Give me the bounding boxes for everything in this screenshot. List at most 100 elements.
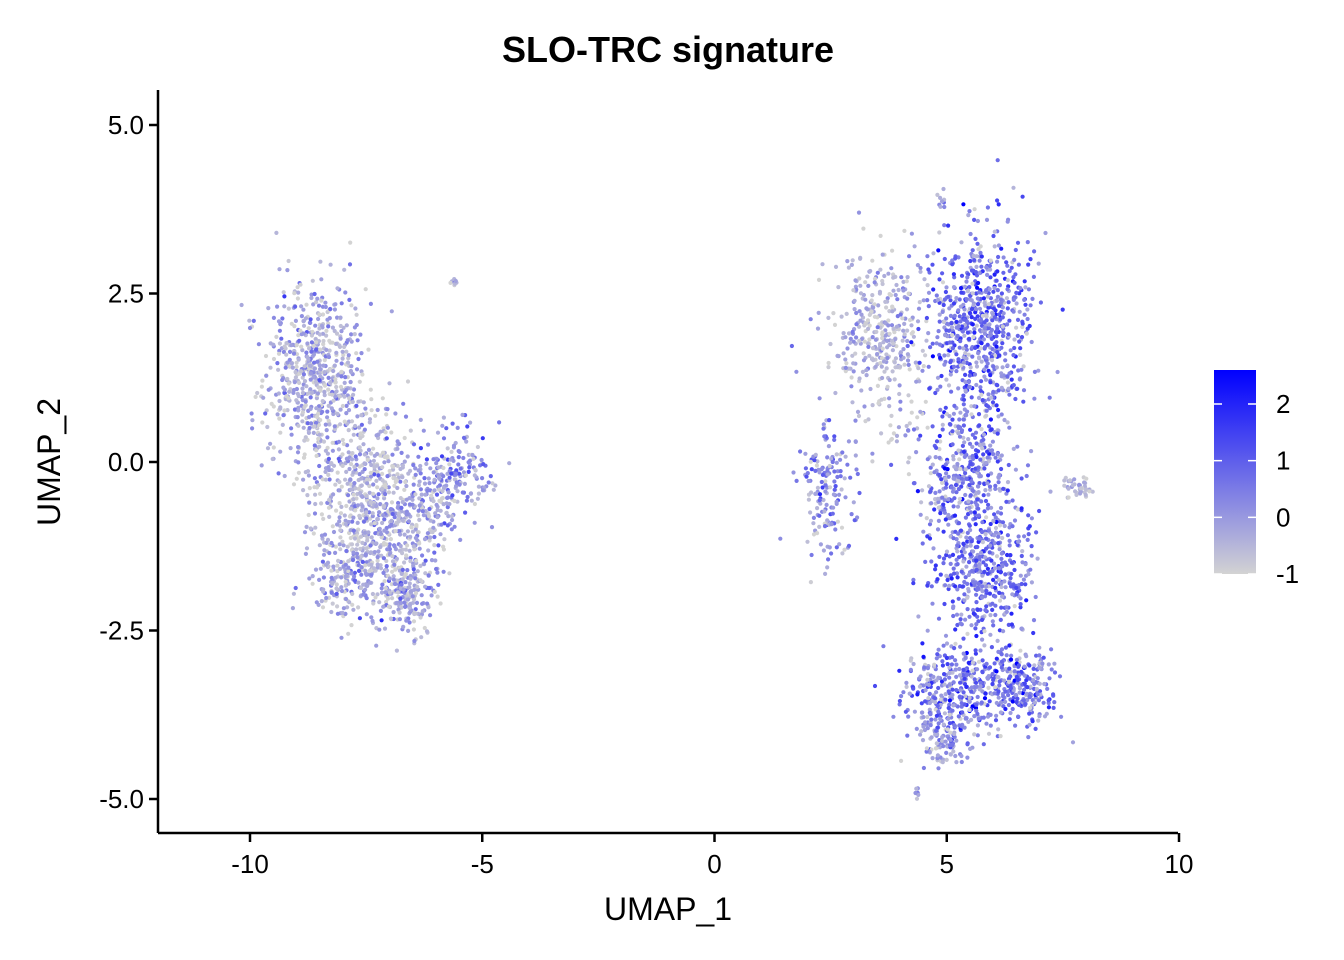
cell-point [340,463,345,468]
cell-point [974,364,980,369]
cell-point [239,302,244,308]
cell-point [300,375,305,380]
cell-point [947,675,952,680]
cell-point [301,319,306,324]
cell-point [808,317,813,322]
cell-point [970,354,975,359]
cell-point [312,443,317,448]
cell-point [1036,261,1041,266]
cell-point [943,692,948,697]
cell-point [941,186,946,192]
cell-point [963,694,968,699]
y-axis-label: UMAP_2 [31,398,67,526]
cell-point [999,581,1004,586]
cell-point [1003,358,1008,363]
cell-point [321,552,327,557]
cell-point [950,708,955,713]
cell-point [842,476,847,481]
cell-point [924,746,930,751]
cell-point [339,374,344,379]
cell-point [952,313,957,318]
cell-point [905,733,910,738]
cell-point [289,361,294,366]
cell-point [352,332,357,337]
cell-point [977,536,982,541]
cell-point [983,691,988,696]
cell-point [996,541,1001,546]
cell-point [952,275,957,280]
cell-point [410,529,415,534]
cell-point [302,438,307,443]
cell-point [989,645,995,650]
cell-point [359,351,364,356]
cell-point [435,570,440,575]
cell-point [286,306,291,311]
cell-point [843,357,848,362]
cell-point [1001,255,1006,260]
cell-point [843,369,848,374]
cell-point [886,271,891,276]
cell-point [301,323,307,328]
cell-point [914,726,919,732]
cell-point [324,428,329,433]
cell-point [342,394,347,399]
cell-point [339,504,344,509]
cell-point [326,375,331,380]
cell-point [888,293,894,298]
cell-point [475,444,480,450]
cell-point [1009,560,1014,565]
cell-point [950,429,955,434]
cell-point [313,337,318,342]
cell-point [1033,594,1038,600]
cell-point [1006,300,1011,305]
cell-point [417,503,422,508]
cell-point [963,515,969,520]
cell-point [931,674,936,680]
cell-point [932,696,938,701]
cell-point [821,497,826,503]
cell-point [979,700,984,705]
cell-point [956,308,961,313]
cell-point [439,522,444,527]
cell-point [404,618,409,623]
cell-point [943,333,948,338]
cell-point [979,499,984,504]
cell-point [442,537,447,542]
cell-point [957,666,962,672]
cell-point [959,290,964,295]
cell-point [435,594,440,599]
cell-point [916,366,921,371]
cell-point [973,648,978,653]
cell-point [330,325,335,330]
cell-point [344,323,349,328]
cell-point [403,604,408,610]
cell-point [893,337,898,342]
cell-point [826,444,832,449]
cell-point [346,353,351,358]
cell-point [991,452,996,457]
cell-point [1005,219,1010,224]
cell-point [946,353,951,358]
cell-point [925,283,930,288]
cell-point [365,477,370,482]
cell-point [942,498,947,503]
cell-point [853,351,858,356]
cell-point [891,275,896,280]
cell-point [386,490,392,495]
cell-point [292,407,298,412]
x-tick-label: -10 [231,849,269,879]
cell-point [831,505,836,510]
cell-point [973,563,978,568]
cell-point [967,535,973,541]
cell-point [300,348,305,353]
cell-point [314,340,319,345]
cell-point [339,635,344,640]
cell-point [271,445,276,450]
cell-point [433,511,438,516]
cell-point [960,443,966,448]
cell-point [870,346,876,351]
cell-point [967,336,972,341]
cell-point [926,331,931,336]
cell-point [310,278,315,283]
cell-point [490,481,495,486]
